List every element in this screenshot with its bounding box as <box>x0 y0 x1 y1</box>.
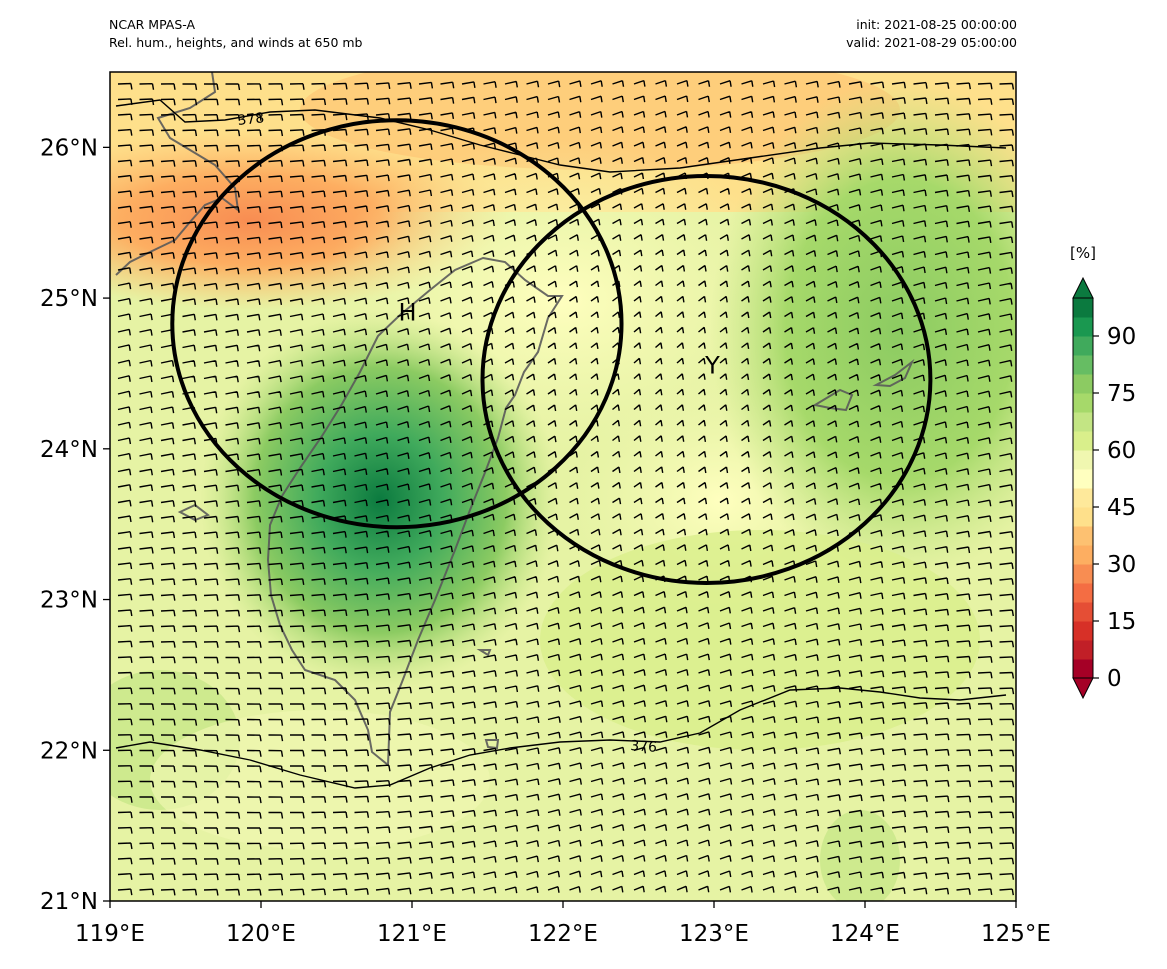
barb-field <box>117 79 1015 896</box>
lon-tick-label: 119°E <box>75 921 145 947</box>
colorbar-tick-label: 45 <box>1107 495 1136 521</box>
colorbar-segment <box>1073 298 1093 318</box>
colorbar-segment <box>1073 526 1093 546</box>
colorbar-segment <box>1073 336 1093 356</box>
lon-ticks: 119°E 120°E 121°E 122°E 123°E 124°E 125°E <box>75 901 1051 947</box>
marker-y: Y <box>704 351 720 379</box>
lat-tick-label: 24°N <box>40 437 98 463</box>
colorbar-segment <box>1073 659 1093 679</box>
colorbar-segment <box>1073 640 1093 660</box>
colorbar-segment <box>1073 545 1093 565</box>
colorbar-segment <box>1073 450 1093 470</box>
colorbar-segment <box>1073 602 1093 622</box>
colorbar-tick-label: 30 <box>1107 552 1136 578</box>
colorbar-segment <box>1073 393 1093 413</box>
colorbar-segment <box>1073 412 1093 432</box>
lon-tick-label: 124°E <box>830 921 900 947</box>
range-circles <box>170 118 933 585</box>
colorbar-tick-label: 90 <box>1107 324 1136 350</box>
valid-time: valid: 2021-08-29 05:00:00 <box>846 35 1017 50</box>
contour-376 <box>115 687 1007 789</box>
colorbar-segment <box>1073 621 1093 641</box>
colorbar-segment <box>1073 469 1093 489</box>
plot-header-right: init: 2021-08-25 00:00:00 valid: 2021-08… <box>846 16 1017 52</box>
colorbar-title: [%] <box>1070 244 1096 262</box>
colorbar: 0 15 30 45 60 75 90 <box>1072 276 1136 700</box>
colorbar-segment <box>1073 317 1093 337</box>
colorbar-tick-label: 60 <box>1107 438 1136 464</box>
lon-tick-label: 123°E <box>679 921 749 947</box>
lat-tick-label: 23°N <box>40 588 98 614</box>
field-description: Rel. hum., heights, and winds at 650 mb <box>109 35 363 50</box>
colorbar-tick-label: 15 <box>1107 609 1136 635</box>
colorbar-segment <box>1073 583 1093 603</box>
colorbar-max-arrow <box>1072 276 1094 299</box>
plot-header-left: NCAR MPAS-A Rel. hum., heights, and wind… <box>109 16 363 52</box>
colorbar-segment <box>1073 355 1093 375</box>
circle-h <box>170 118 624 530</box>
wind-barbs <box>117 79 1015 896</box>
colorbar-segment <box>1073 564 1093 584</box>
colorbar-segment <box>1073 488 1093 508</box>
init-time: init: 2021-08-25 00:00:00 <box>856 17 1017 32</box>
colorbar-tick-label: 0 <box>1107 666 1122 692</box>
lon-tick-label: 122°E <box>528 921 598 947</box>
colorbar-segment <box>1073 431 1093 451</box>
lat-tick-label: 21°N <box>40 889 98 915</box>
colorbar-frame <box>1072 297 1094 679</box>
lon-tick-label: 121°E <box>377 921 447 947</box>
colorbar-segment <box>1073 507 1093 527</box>
lat-ticks: 21°N 22°N 23°N 24°N 25°N 26°N <box>40 135 110 915</box>
colorbar-min-arrow <box>1072 677 1094 700</box>
colorbar-tick-label: 75 <box>1107 381 1136 407</box>
lat-tick-label: 25°N <box>40 286 98 312</box>
center-markers: HY <box>398 299 720 380</box>
lat-tick-label: 26°N <box>40 135 98 161</box>
lat-tick-label: 22°N <box>40 738 98 764</box>
circle-y <box>480 174 933 585</box>
marker-h: H <box>398 299 416 327</box>
lon-tick-label: 120°E <box>226 921 296 947</box>
model-name: NCAR MPAS-A <box>109 17 196 32</box>
lon-tick-label: 125°E <box>981 921 1051 947</box>
colorbar-segment <box>1073 374 1093 394</box>
